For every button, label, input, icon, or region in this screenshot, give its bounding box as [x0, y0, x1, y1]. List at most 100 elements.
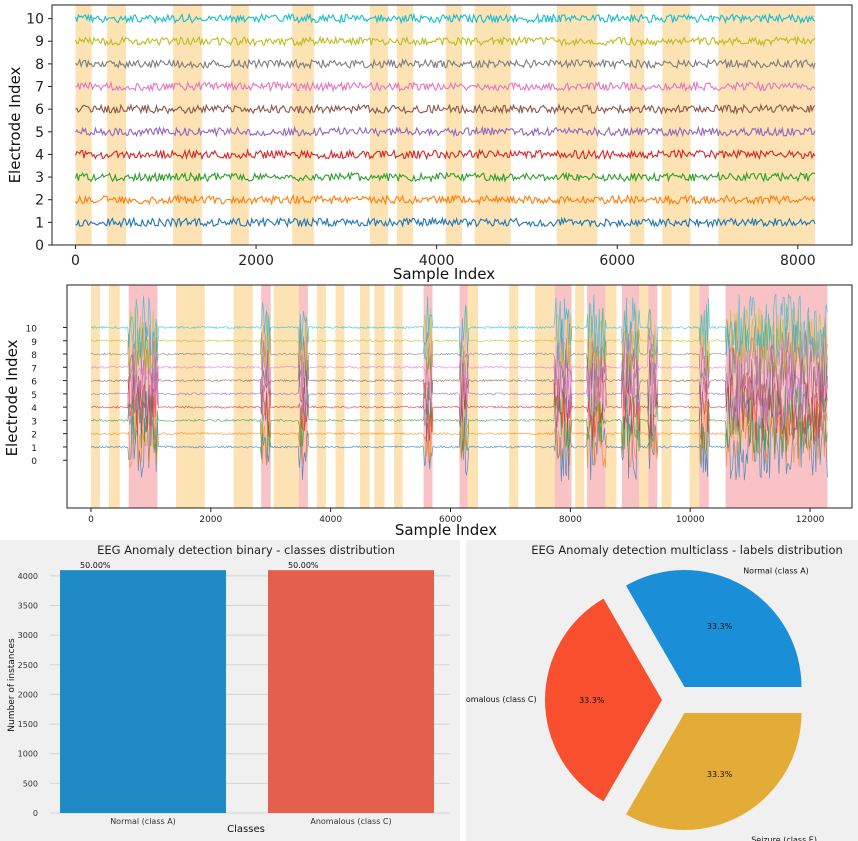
- y-tick-label: 6: [35, 102, 44, 118]
- x-tick-label: 0: [88, 515, 94, 525]
- highlight-span-anomalous: [662, 5, 691, 245]
- x-tick-label: 6000: [599, 253, 635, 269]
- bar-y-tick-label: 4000: [18, 572, 38, 581]
- y-tick-label: 9: [35, 34, 44, 50]
- highlight-span-anomalous: [661, 285, 672, 508]
- highlight-span-anomalous: [509, 285, 519, 508]
- bar-x-axis-title: Classes: [227, 824, 265, 835]
- electrode-trace-9: [74, 35, 816, 48]
- eeg-middle-chart: 0 1 2 3 4 5 6 7 8 9 10 0 2000 4000 6000 8000 10000 12000…: [3, 284, 853, 539]
- pie-percent-label: 33.3%: [579, 696, 605, 705]
- highlight-span-anomalous: [176, 285, 205, 508]
- middle-x-axis-title: Sample Index: [395, 521, 497, 539]
- top-y-axis-title: Electrode Index: [6, 66, 24, 183]
- bar-y-tick-label: 1000: [18, 750, 38, 759]
- x-tick-label: 4000: [319, 515, 342, 525]
- y-tick-label: 9: [31, 338, 37, 348]
- highlight-span-anomalous: [335, 285, 345, 508]
- pie-percent-label: 33.3%: [707, 622, 733, 631]
- electrode-trace-7: [90, 332, 828, 402]
- pie-category-label: Normal (class A): [743, 566, 809, 575]
- highlight-span-anomalous: [535, 285, 555, 508]
- x-tick-label: 2000: [238, 253, 274, 269]
- highlight-span-anomalous: [108, 285, 120, 508]
- multiclass-label-pie-chart: EEG Anomaly detection multiclass - label…: [466, 540, 858, 841]
- electrode-trace-2: [75, 193, 816, 206]
- highlight-span-anomalous: [374, 285, 385, 508]
- middle-y-axis-title: Electrode Index: [3, 339, 21, 456]
- x-tick-label: 12000: [796, 515, 825, 525]
- y-tick-label: 4: [35, 147, 44, 163]
- y-tick-label: 2: [31, 431, 37, 441]
- x-tick-label: 10000: [676, 515, 705, 525]
- x-tick-label: 4000: [419, 253, 455, 269]
- y-tick-label: 0: [35, 238, 44, 254]
- pie-chart-title: EEG Anomaly detection multiclass - label…: [531, 543, 843, 557]
- highlight-span-anomalous: [605, 285, 617, 508]
- electrode-trace-3: [74, 170, 815, 183]
- electrode-trace-10: [74, 12, 815, 25]
- y-tick-label: 10: [26, 12, 44, 28]
- y-tick-label: 8: [35, 57, 44, 73]
- bar-y-tick-label: 500: [23, 779, 38, 788]
- bar-y-tick-label: 3000: [18, 631, 38, 640]
- y-tick-label: 1: [35, 215, 44, 231]
- electrode-trace-2: [90, 398, 828, 469]
- y-tick-label: 3: [31, 417, 37, 427]
- y-tick-label: 4: [31, 404, 37, 414]
- electrode-trace-8: [75, 58, 816, 70]
- bar-y-tick-label: 3500: [18, 602, 38, 611]
- top-plot-frame: [51, 4, 853, 246]
- pie-slice-normal: [626, 570, 802, 688]
- electrode-trace-3: [90, 385, 828, 455]
- bar-data-label: 50.00%: [288, 561, 319, 570]
- x-tick-label: 8000: [780, 253, 816, 269]
- bar-chart-title: EEG Anomaly detection binary - classes d…: [97, 543, 395, 557]
- bar-y-tick-label: 1500: [18, 720, 38, 729]
- bar-y-tick-label: 2500: [18, 661, 38, 670]
- highlight-span-anomalous: [273, 285, 299, 508]
- y-tick-label: 0: [31, 457, 37, 467]
- electrode-trace-10: [91, 293, 828, 361]
- binary-class-bar-chart: EEG Anomaly detection binary - classes d…: [0, 540, 460, 841]
- highlight-span-anomalous: [394, 285, 403, 508]
- y-tick-label: 6: [31, 378, 37, 388]
- y-tick-label: 7: [35, 80, 44, 96]
- highlight-span-anomalous: [292, 5, 314, 245]
- bar-category-label: Normal (class A): [110, 817, 176, 826]
- pie-slice-seizure: [626, 712, 802, 830]
- highlight-span-seizure: [587, 285, 606, 508]
- x-tick-label: 2000: [199, 515, 222, 525]
- highlight-span-seizure: [648, 285, 658, 508]
- electrode-trace-1: [75, 216, 816, 229]
- bar-normal: [60, 570, 226, 813]
- electrode-trace-4: [74, 148, 816, 161]
- pie-percent-label: 33.3%: [707, 770, 733, 779]
- highlight-span-anomalous: [556, 5, 598, 245]
- electrode-trace-6: [75, 103, 816, 116]
- pie-category-label: Seizure (class E): [751, 836, 817, 841]
- pie-slice-anomalous: [545, 598, 662, 802]
- x-tick-label: 0: [71, 253, 80, 269]
- highlight-span-anomalous: [360, 285, 370, 508]
- eeg-top-chart: 0 1 2 3 4 5 6 7 8 9 10 0 2000 4000 6000 8000 Sample In…: [6, 4, 853, 282]
- electrode-trace-8: [90, 319, 828, 389]
- y-tick-label: 7: [31, 364, 37, 374]
- highlight-span-seizure: [261, 285, 271, 508]
- y-tick-label: 3: [35, 170, 44, 186]
- highlight-span-anomalous: [467, 285, 479, 508]
- y-tick-label: 2: [35, 193, 44, 209]
- highlight-span-anomalous: [90, 285, 100, 508]
- top-x-axis-title: Sample Index: [393, 265, 495, 282]
- bar-anomalous: [268, 570, 434, 813]
- y-tick-label: 1: [31, 444, 37, 454]
- highlight-span-anomalous: [445, 5, 462, 245]
- highlight-span-seizure: [459, 285, 468, 508]
- bar-data-label: 50.00%: [80, 561, 111, 570]
- highlight-span-anomalous: [718, 5, 815, 245]
- bar-y-tick-label: 2000: [18, 690, 38, 699]
- y-tick-label: 5: [35, 125, 44, 141]
- highlight-span-anomalous: [316, 285, 326, 508]
- bar-category-label: Anomalous (class C): [310, 817, 391, 826]
- highlight-span-anomalous: [689, 285, 700, 508]
